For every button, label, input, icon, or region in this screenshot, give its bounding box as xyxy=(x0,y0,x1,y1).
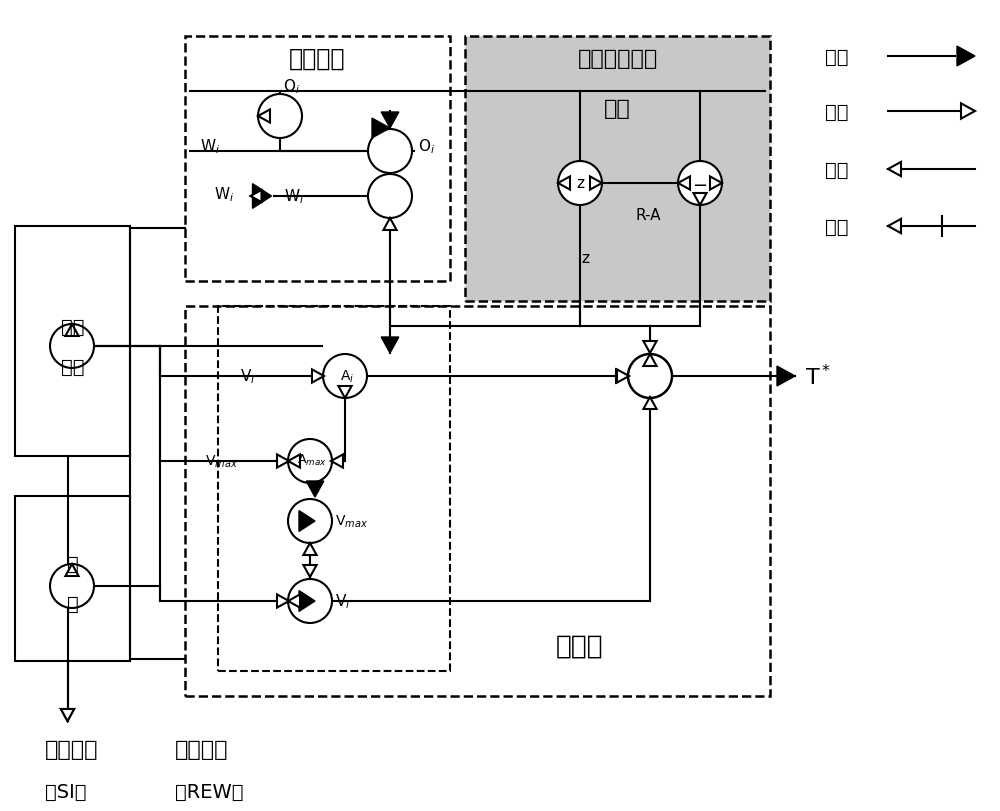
Text: 传递: 传递 xyxy=(825,161,848,179)
Text: 感觉: 感觉 xyxy=(61,317,84,336)
Text: （SI）: （SI） xyxy=(45,782,87,800)
Polygon shape xyxy=(303,565,317,577)
Polygon shape xyxy=(558,177,570,191)
Polygon shape xyxy=(250,191,262,203)
Circle shape xyxy=(678,162,722,206)
Polygon shape xyxy=(957,47,975,67)
Polygon shape xyxy=(383,219,397,230)
Circle shape xyxy=(558,162,602,206)
Polygon shape xyxy=(888,163,901,177)
Circle shape xyxy=(368,175,412,219)
Text: 背外侧前额叶: 背外侧前额叶 xyxy=(577,49,658,69)
Circle shape xyxy=(288,579,332,623)
Polygon shape xyxy=(288,594,300,608)
Polygon shape xyxy=(643,397,657,410)
Polygon shape xyxy=(693,194,707,206)
Polygon shape xyxy=(710,177,722,191)
Text: （REW）: （REW） xyxy=(175,782,244,800)
Bar xyxy=(218,307,450,672)
Polygon shape xyxy=(312,370,324,383)
Polygon shape xyxy=(65,564,79,577)
Polygon shape xyxy=(65,324,79,337)
Polygon shape xyxy=(277,594,289,608)
Polygon shape xyxy=(61,709,74,721)
Polygon shape xyxy=(643,341,657,354)
Circle shape xyxy=(258,95,302,139)
Polygon shape xyxy=(961,104,975,119)
Polygon shape xyxy=(777,367,795,386)
Polygon shape xyxy=(381,337,399,354)
Bar xyxy=(15,227,130,457)
Polygon shape xyxy=(252,184,272,209)
Text: V$_i$: V$_i$ xyxy=(335,592,350,611)
Text: O$_i$: O$_i$ xyxy=(418,138,435,157)
Text: $-$: $-$ xyxy=(692,175,708,193)
Text: 眶额皮质: 眶额皮质 xyxy=(289,47,346,71)
Text: V$_{max}$: V$_{max}$ xyxy=(205,453,238,470)
Text: 脑: 脑 xyxy=(67,594,78,613)
Text: 刺激: 刺激 xyxy=(825,102,848,122)
Polygon shape xyxy=(299,591,315,611)
Circle shape xyxy=(288,500,332,543)
Polygon shape xyxy=(590,177,602,191)
Polygon shape xyxy=(258,110,270,123)
Polygon shape xyxy=(888,220,901,234)
Text: O$_i$: O$_i$ xyxy=(283,78,300,97)
Polygon shape xyxy=(331,455,343,468)
Polygon shape xyxy=(617,370,629,383)
Circle shape xyxy=(628,354,672,398)
Polygon shape xyxy=(288,455,300,468)
Text: 奖励信号: 奖励信号 xyxy=(175,739,228,759)
Text: V$_{max}$: V$_{max}$ xyxy=(335,513,368,530)
Bar xyxy=(185,37,450,281)
Text: A$_i$: A$_i$ xyxy=(340,368,354,384)
Bar xyxy=(465,37,770,302)
Text: 皮层: 皮层 xyxy=(61,357,84,376)
Circle shape xyxy=(323,354,367,398)
Polygon shape xyxy=(643,354,657,367)
Text: 杏仁体: 杏仁体 xyxy=(556,633,604,659)
Polygon shape xyxy=(372,119,390,139)
Circle shape xyxy=(288,440,332,483)
Text: 抑制: 抑制 xyxy=(825,47,848,67)
Bar xyxy=(185,307,770,696)
Polygon shape xyxy=(306,482,324,497)
Circle shape xyxy=(50,324,94,368)
Polygon shape xyxy=(678,177,690,191)
Polygon shape xyxy=(277,455,289,468)
Polygon shape xyxy=(299,511,315,532)
Text: W$_i$: W$_i$ xyxy=(200,138,220,157)
Polygon shape xyxy=(381,113,399,129)
Circle shape xyxy=(368,130,412,174)
Text: W$_i$: W$_i$ xyxy=(214,186,234,204)
Text: V$_i$: V$_i$ xyxy=(240,367,255,386)
Polygon shape xyxy=(303,543,317,556)
Text: 刺激信号: 刺激信号 xyxy=(45,739,98,759)
Polygon shape xyxy=(616,370,628,383)
Text: T$^*$: T$^*$ xyxy=(805,364,831,389)
Text: z: z xyxy=(581,251,589,266)
Text: 皮层: 皮层 xyxy=(604,99,631,119)
Polygon shape xyxy=(338,387,352,398)
Circle shape xyxy=(50,564,94,608)
Text: R-A: R-A xyxy=(635,208,661,223)
Polygon shape xyxy=(61,709,74,721)
Text: z: z xyxy=(576,176,584,191)
Bar xyxy=(15,496,130,661)
Text: W$_i$: W$_i$ xyxy=(284,187,304,206)
Text: 丘: 丘 xyxy=(67,554,78,573)
Text: 学习: 学习 xyxy=(825,217,848,236)
Text: A$_{max}$: A$_{max}$ xyxy=(297,452,327,467)
